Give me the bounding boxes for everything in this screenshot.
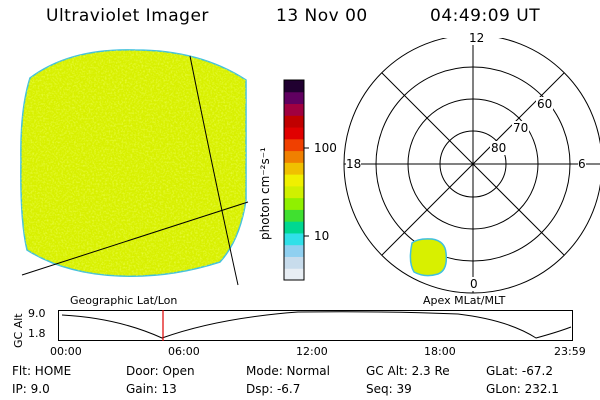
mlt-label-18: 18 — [346, 157, 362, 171]
info-door: Door: Open — [126, 364, 195, 378]
colorbar-swatch — [284, 244, 304, 257]
info-seq: Seq: 39 — [366, 382, 412, 396]
time-tick-1800: 18:00 — [424, 345, 456, 358]
geographic-panel-label: Geographic Lat/Lon — [70, 294, 178, 307]
info-ip: IP: 9.0 — [12, 382, 50, 396]
colorbar-swatch — [284, 138, 304, 152]
info-gcalt: GC Alt: 2.3 Re — [366, 364, 450, 378]
mlat-label-60: 60 — [536, 97, 554, 111]
polar-diagonal-2 — [381, 72, 565, 256]
time-tick-2359: 23:59 — [554, 345, 586, 358]
info-glat: GLat: -67.2 — [486, 364, 553, 378]
info-glon: GLon: 232.1 — [486, 382, 559, 396]
time-tick-0600: 06:00 — [168, 345, 200, 358]
colorbar-swatch — [284, 185, 304, 199]
geographic-image-panel — [20, 49, 249, 286]
time-label: 04:49:09 UT — [430, 6, 541, 26]
mlt-label-0: 0 — [469, 277, 479, 291]
colorbar-swatch — [284, 174, 304, 187]
latitude-line — [21, 201, 249, 276]
colorbar-tick-100: 100 — [314, 141, 337, 155]
altitude-curve — [61, 311, 572, 339]
mlat-label-80: 80 — [490, 141, 508, 155]
instrument-title: Ultraviolet Imager — [46, 6, 209, 26]
mlat-label-70: 70 — [512, 121, 530, 135]
altitude-min-label: 1.8 — [28, 327, 46, 340]
colorbar-swatch — [284, 150, 304, 163]
colorbar-swatch — [284, 221, 304, 234]
colorbar-swatch — [284, 91, 304, 105]
color-scale-bar — [283, 79, 309, 281]
meridian-line — [189, 55, 239, 286]
altitude-axis-label: GC Alt — [12, 313, 25, 348]
date-label: 13 Nov 00 — [276, 6, 368, 26]
colorbar-swatch — [284, 103, 304, 116]
colorbar-swatch — [284, 268, 304, 281]
apex-panel-label: Apex MLat/MLT — [423, 294, 506, 307]
colorbar-swatch — [284, 162, 304, 175]
colorbar-unit-label: photon cm⁻²s⁻¹ — [258, 147, 272, 240]
colorbar-swatch — [284, 115, 304, 128]
colorbar-swatch — [284, 256, 304, 269]
info-mode: Mode: Normal — [246, 364, 330, 378]
mlt-label-6: 6 — [578, 157, 586, 171]
mlt-label-12: 12 — [468, 31, 486, 45]
polar-emission-patch — [409, 238, 448, 277]
colorbar-tick-10: 10 — [314, 229, 330, 243]
colorbar-frame — [283, 79, 305, 281]
colorbar-swatch — [284, 209, 304, 222]
info-flt: Flt: HOME — [12, 364, 72, 378]
altitude-plot — [58, 310, 573, 341]
info-dsp: Dsp: -6.7 — [246, 382, 301, 396]
colorbar-swatch — [284, 127, 304, 140]
altitude-max-label: 9.0 — [28, 307, 46, 320]
info-gain: Gain: 13 — [126, 382, 177, 396]
time-tick-0000: 00:00 — [50, 345, 82, 358]
uv-emission-disk — [20, 49, 247, 277]
colorbar-swatch — [284, 197, 304, 210]
colorbar-swatch — [284, 232, 304, 246]
polar-mlt-plot — [343, 38, 600, 294]
time-tick-1200: 12:00 — [296, 345, 328, 358]
altitude-plot-frame — [58, 310, 573, 341]
colorbar-swatch — [284, 80, 304, 93]
